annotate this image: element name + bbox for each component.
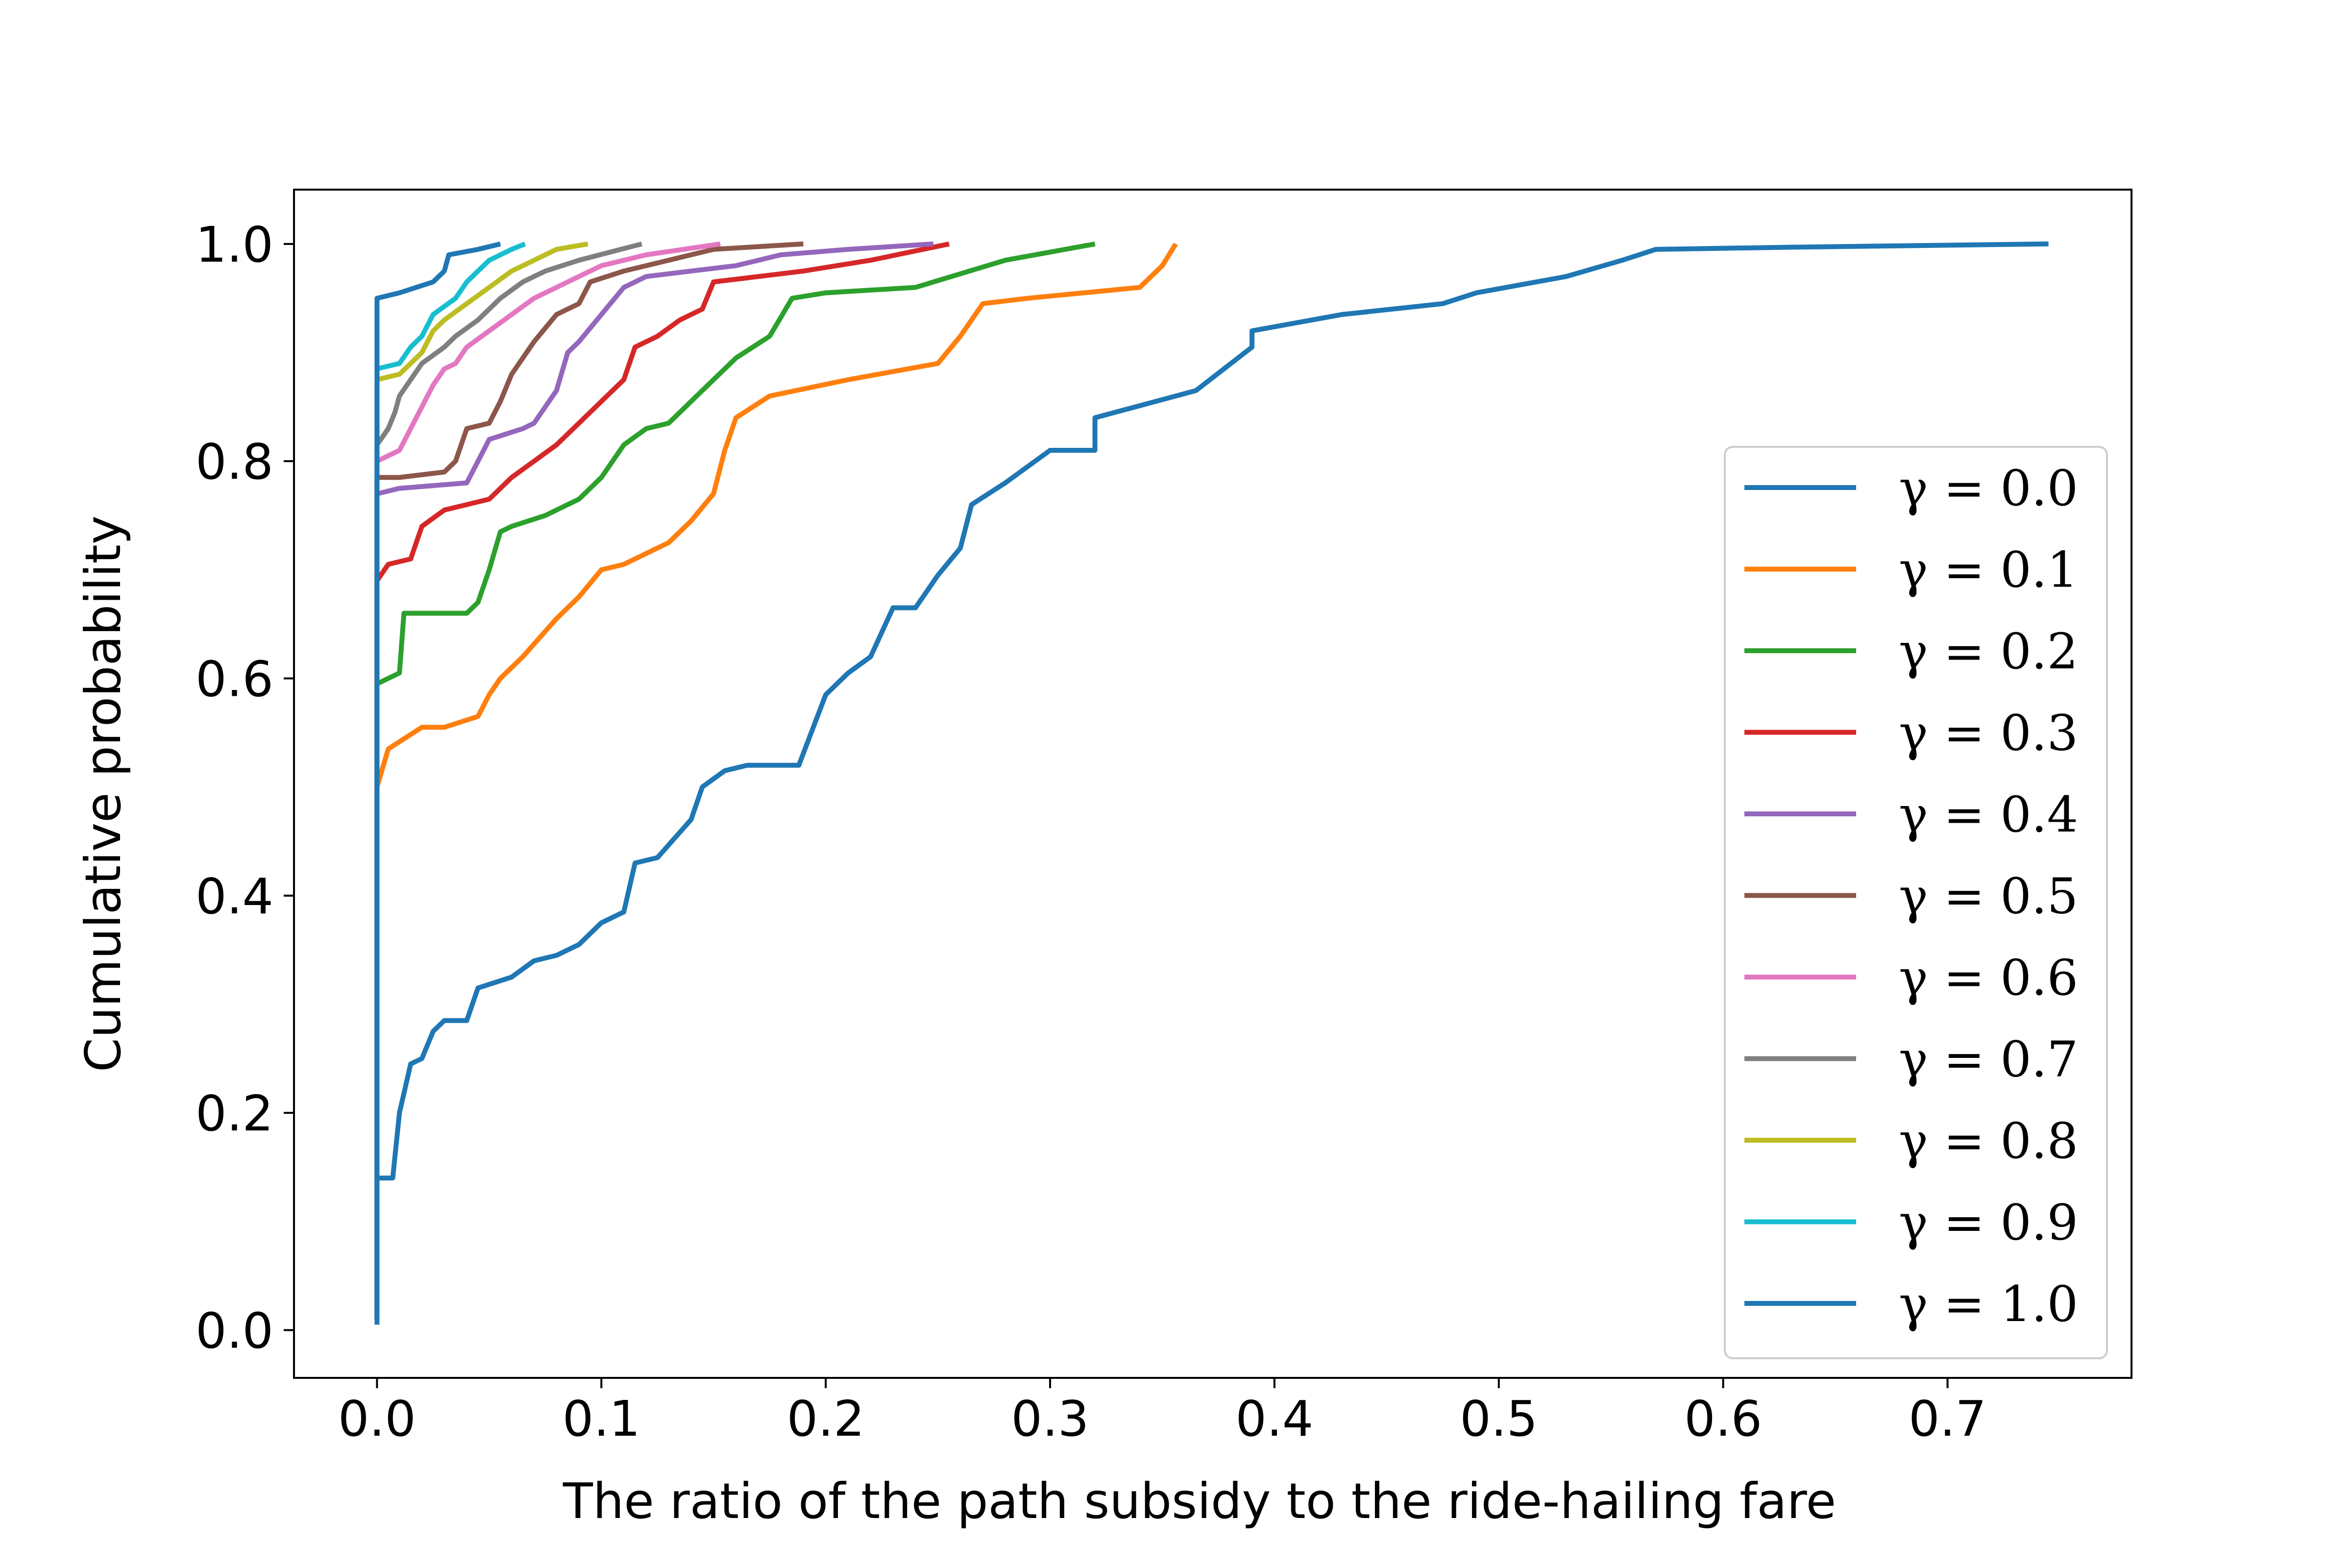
y-tick-label-4: 0.8 (196, 433, 273, 490)
legend-box (1724, 446, 2108, 1359)
x-tick-label-6: 0.6 (1684, 1390, 1762, 1447)
y-tick-label-3: 0.6 (196, 650, 273, 708)
x-tick-label-7: 0.7 (1909, 1390, 1986, 1447)
y-axis-label: Cumulative probability (74, 515, 132, 1072)
legend: γ = 0.0 γ = 0.1 γ = 0.2 γ = 0.3 γ = 0.4 γ = 0… (1724, 446, 2108, 1359)
legend-label-0: γ = 0.0 (1899, 460, 2078, 517)
x-tick-label-5: 0.5 (1460, 1390, 1538, 1447)
x-tick-label-0: 0.0 (338, 1390, 416, 1447)
legend-label-6: γ = 0.6 (1899, 949, 2078, 1006)
legend-label-3: γ = 0.3 (1899, 705, 2078, 762)
series-layer (374, 241, 2049, 1325)
legend-label-1: γ = 0.1 (1899, 541, 2078, 599)
legend-label-2: γ = 0.2 (1899, 623, 2078, 680)
series-line-8 (374, 241, 588, 1320)
series-line-4 (374, 241, 934, 1320)
legend-label-8: γ = 0.8 (1899, 1112, 2078, 1170)
legend-label-9: γ = 0.9 (1899, 1194, 2078, 1251)
series-line-5 (374, 241, 804, 1320)
x-tick-label-4: 0.4 (1235, 1390, 1313, 1447)
legend-label-7: γ = 0.7 (1899, 1031, 2078, 1088)
x-tick-label-3: 0.3 (1011, 1390, 1089, 1447)
y-tick-label-2: 0.4 (196, 868, 273, 925)
series-line-3 (374, 241, 950, 1320)
series-line-1 (374, 243, 1178, 1320)
series-line-2 (374, 241, 1096, 1320)
axis-layer: 0.0 0.1 0.2 0.3 0.4 0.5 0.6 0.7 0.0 0.2 0.4 0.6 0.8 1… (196, 189, 2132, 1447)
series-line-0 (374, 241, 2049, 1325)
x-tick-label-2: 0.2 (787, 1390, 865, 1447)
legend-label-4: γ = 0.4 (1899, 786, 2078, 843)
y-tick-label-0: 0.0 (196, 1302, 273, 1359)
y-tick-label-5: 1.0 (196, 216, 273, 273)
plot-frame (293, 189, 2132, 1379)
x-axis-label: The ratio of the path subsidy to the rid… (563, 1472, 1836, 1530)
series-line-10 (374, 241, 501, 1320)
series-line-6 (374, 241, 721, 1320)
y-tick-label-1: 0.2 (196, 1085, 273, 1142)
series-line-7 (374, 241, 642, 1320)
legend-label-5: γ = 0.5 (1899, 868, 2078, 925)
x-tick-label-1: 0.1 (563, 1390, 640, 1447)
series-line-9 (374, 242, 526, 1320)
legend-label-10: γ = 1.0 (1899, 1275, 2078, 1333)
